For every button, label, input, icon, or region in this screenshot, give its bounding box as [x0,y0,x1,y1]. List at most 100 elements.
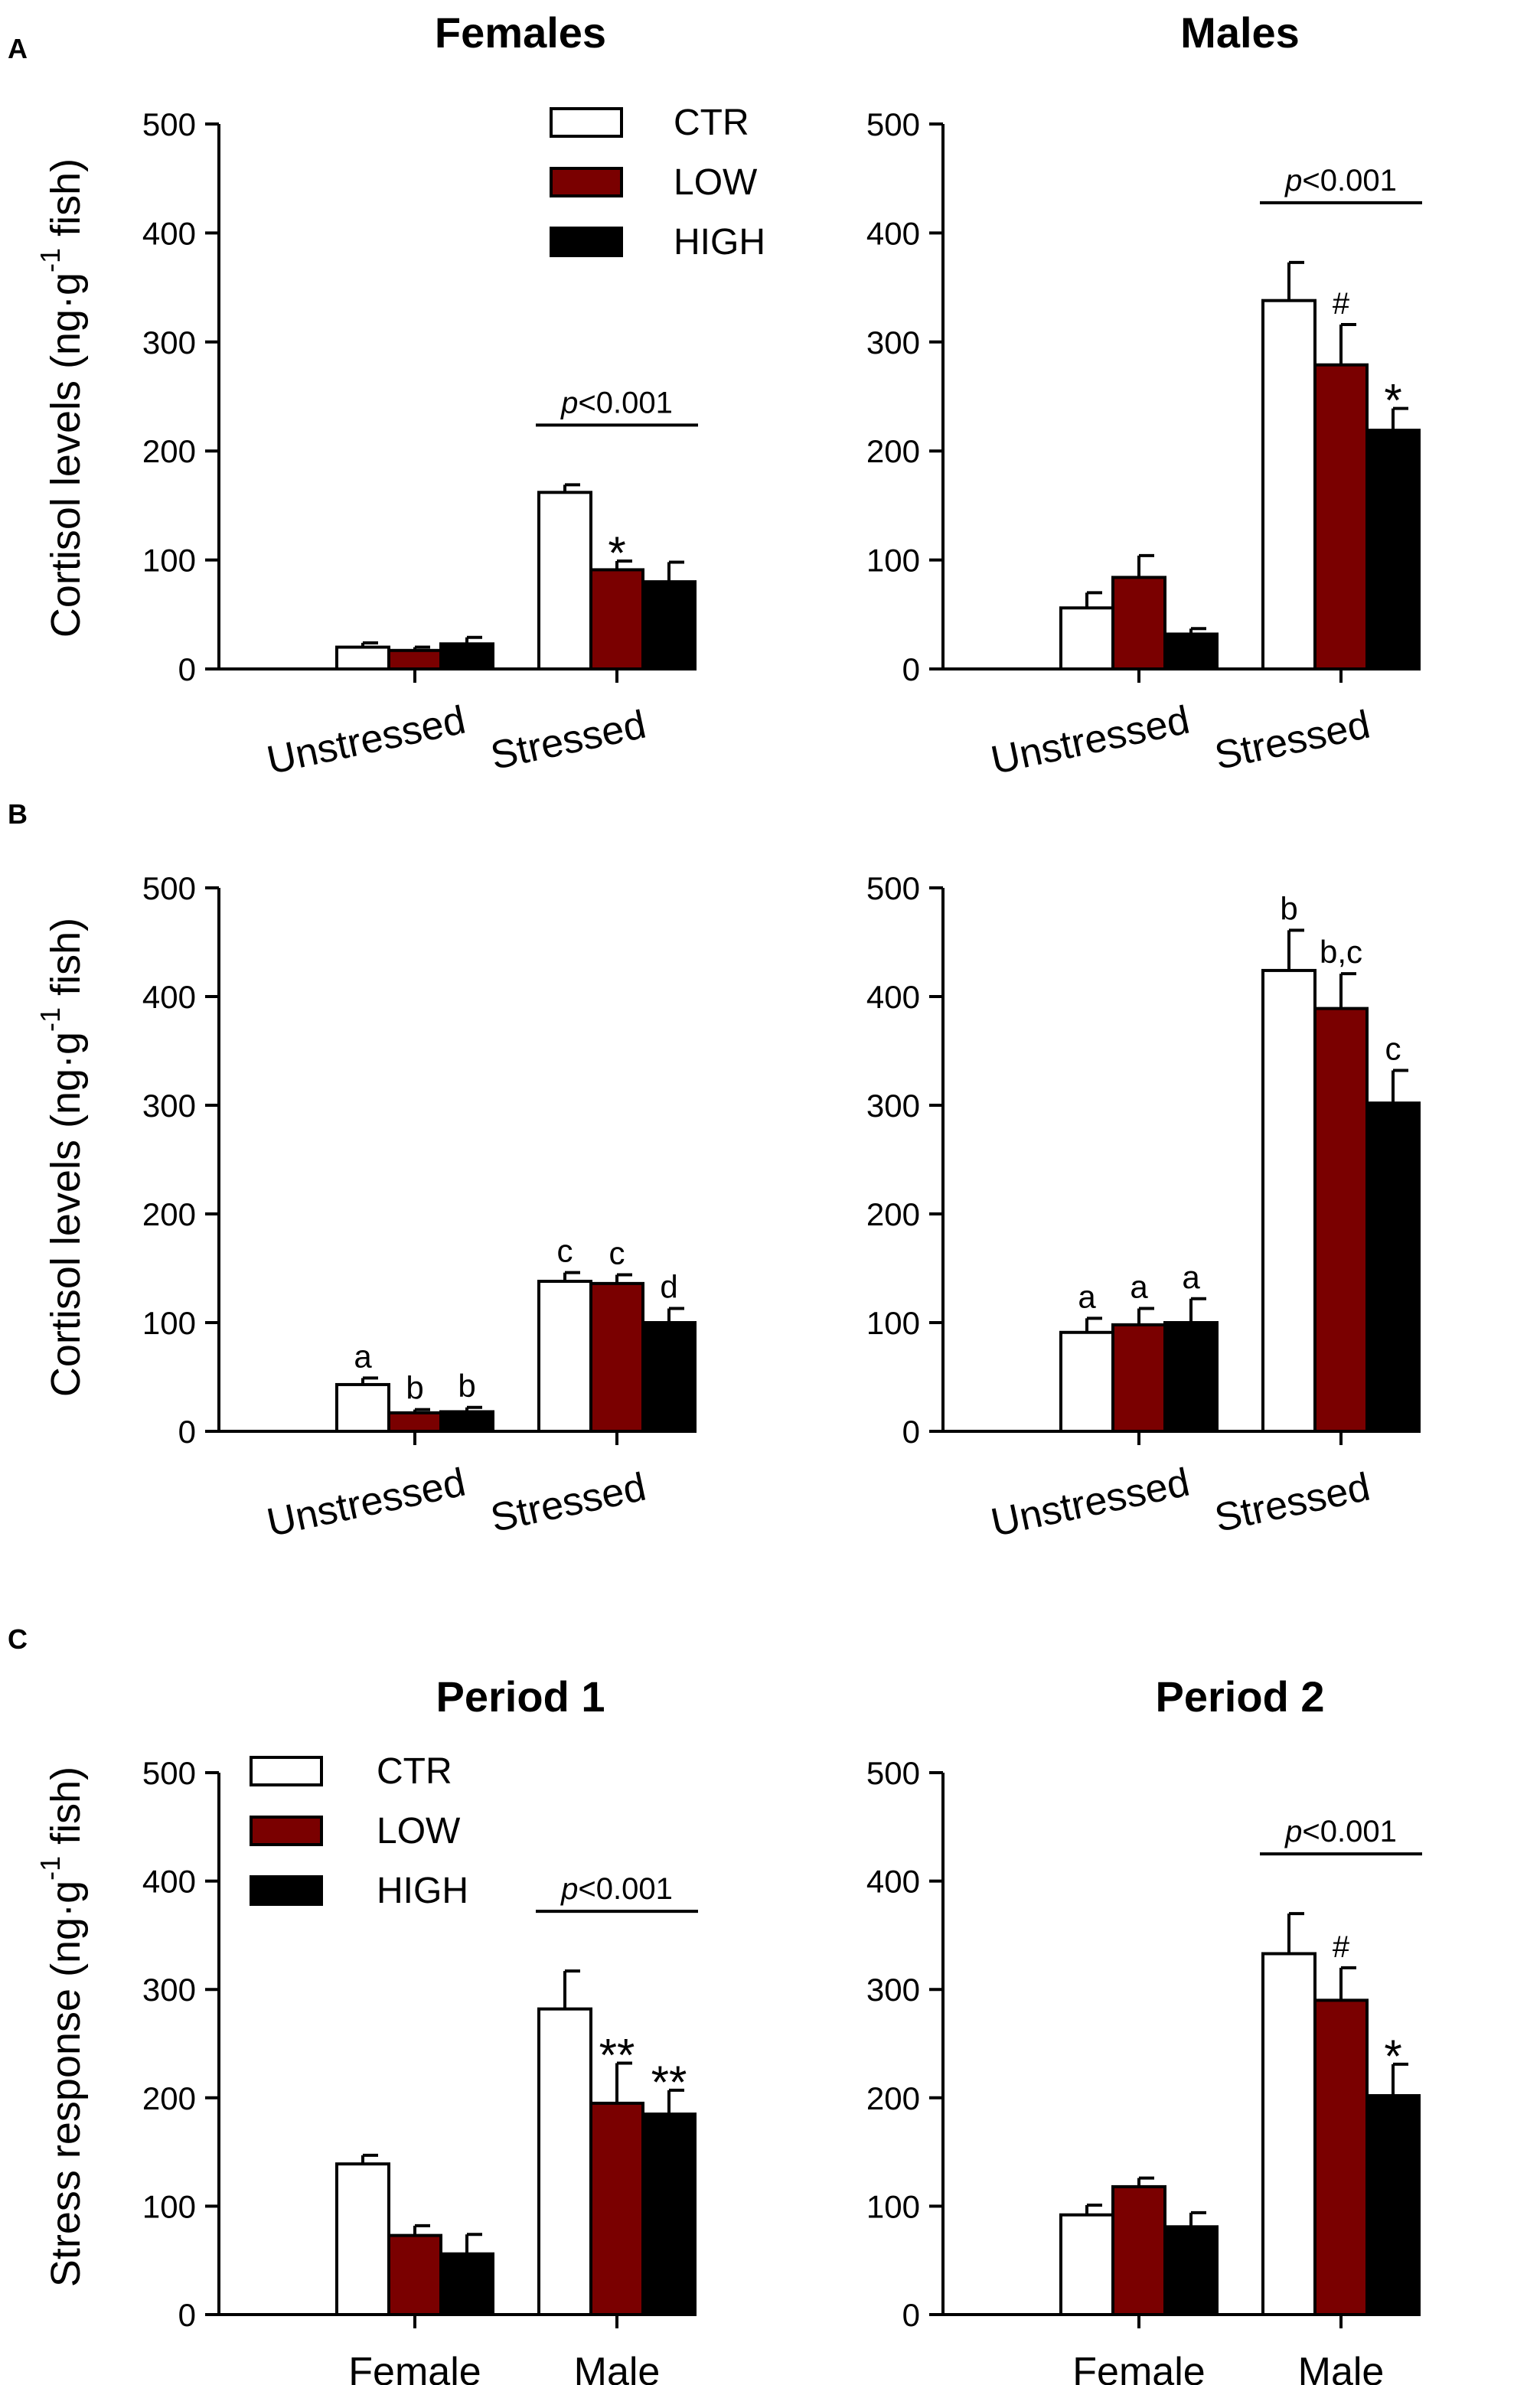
y-tick-label: 300 [142,1088,196,1124]
bar-low-stressed [589,1281,644,1433]
x-category-label: Male [574,2350,661,2385]
legend-swatch-ctr-c [250,1756,323,1786]
x-category-label: Female [1072,2350,1205,2385]
x-category-label: Stressed [1211,1465,1374,1541]
y-tick-label: 200 [142,1196,196,1232]
annotation-b: b [406,1370,423,1406]
bar-high-unstressed [439,642,494,670]
y-tick-label: 0 [902,2297,920,2333]
bar-high-male [1365,2093,1421,2317]
annotation-a: a [1130,1269,1148,1305]
y-tick-label: 500 [866,106,920,142]
bar-low-stressed [589,568,644,671]
y-tick-label: 500 [142,870,196,906]
title-males: Males [1180,8,1300,57]
x-category-label: Unstressed [263,698,469,783]
y-tick-label: 200 [142,433,196,469]
ylabel-c: Stress response (ng·g-1 fish) [34,1767,89,2287]
x-category-label: Unstressed [263,1460,469,1545]
x-category-label: Stressed [1211,703,1374,778]
ylabel-a: Cortisol levels (ng·g-1 fish) [34,158,89,638]
bar-ctr-unstressed [335,645,390,671]
y-tick-label: 0 [902,1414,920,1450]
pvalue-label: p<0.001 [1284,1815,1397,1848]
y-tick-label: 0 [902,651,920,687]
pvalue-label: p<0.001 [560,386,673,419]
y-tick-label: 100 [142,543,196,579]
bar-high-male [641,2113,697,2317]
x-category-label: Stressed [487,703,650,778]
y-tick-label: 0 [178,1414,196,1450]
annotation-c: c [1385,1031,1401,1067]
bar-low-unstressed [1111,576,1166,670]
y-tick-label: 100 [866,1305,920,1341]
bar-ctr-unstressed [335,1382,390,1433]
legend-swatch-high [550,227,623,257]
y-tick-label: 400 [866,1864,920,1900]
panel-label-a: A [8,33,28,64]
y-tick-label: 400 [142,979,196,1015]
legend-swatch-ctr [550,107,623,138]
title-period-2: Period 2 [1156,1672,1325,1721]
y-tick-label: 300 [866,1972,920,2008]
legend-label-ctr: CTR [674,103,749,143]
bar-low-male [1313,1998,1369,2317]
bar-ctr-stressed [537,1280,592,1434]
bar-high-unstressed [1163,1321,1219,1433]
annotation-x: # [1333,1930,1350,1964]
title-period-1: Period 1 [436,1672,605,1721]
annotation-a: a [1078,1278,1096,1314]
annotation-bxc: b,c [1320,934,1362,970]
annotation-a: a [354,1338,372,1374]
annotation-b: b [458,1368,475,1404]
x-category-label: Male [1298,2350,1385,2385]
bar-ctr-stressed [537,491,592,671]
bar-low-stressed [1313,1007,1369,1433]
y-tick-label: 300 [142,1972,196,2008]
legend-label-high-c: HIGH [377,1871,468,1911]
y-tick-label: 200 [142,2080,196,2116]
legend-label-low-c: LOW [377,1811,461,1852]
bar-low-male [589,2101,644,2316]
chart-c-left: 0 100 200 300 400 500 Female Male ** ** p<0.001 [142,1755,698,2385]
y-tick-label: 100 [866,543,920,579]
legend-swatch-high-c [250,1875,323,1906]
bar-ctr-unstressed [1059,606,1114,670]
legend-panel-a: CTR LOW HIGH [550,103,765,263]
bar-ctr-stressed [1261,968,1317,1434]
panel-label-c: C [8,1623,28,1655]
y-tick-label: 500 [866,1755,920,1791]
bar-ctr-male [1261,1952,1317,2316]
y-tick-label: 400 [142,215,196,251]
annotation-x: # [1333,287,1350,321]
legend-label-high: HIGH [674,222,765,263]
legend-swatch-low-c [250,1816,323,1846]
annotation-x: * [1384,2031,1401,2082]
y-tick-label: 0 [178,2297,196,2333]
bar-ctr-stressed [1261,299,1317,670]
annotation-d: d [660,1269,677,1305]
y-tick-label: 500 [866,870,920,906]
y-tick-label: 300 [142,325,196,361]
pvalue-label: p<0.001 [1284,164,1397,197]
bar-high-female [439,2252,494,2317]
bar-high-unstressed [439,1410,494,1433]
annotation-x: * [608,527,625,579]
bar-high-stressed [1365,1101,1421,1434]
y-tick-label: 100 [142,2188,196,2224]
chart-a-left: 0 100 200 300 400 500 Unstressed Stressed * p<0.0… [142,106,698,783]
chart-a-right: 0 100 200 300 400 500 Unstressed Stressed # * p<0.… [866,106,1422,783]
y-tick-label: 200 [866,433,920,469]
title-females: Females [435,8,606,57]
bar-high-unstressed [1163,632,1219,671]
legend-swatch-low [550,167,623,197]
bar-low-unstressed [1111,1323,1166,1433]
ylabel-b: Cortisol levels (ng·g-1 fish) [34,918,89,1397]
y-tick-label: 100 [866,2188,920,2224]
annotation-xx: ** [599,2029,635,2080]
legend-label-ctr-c: CTR [377,1751,452,1792]
annotation-b: b [1280,890,1297,926]
y-tick-label: 300 [866,1088,920,1124]
